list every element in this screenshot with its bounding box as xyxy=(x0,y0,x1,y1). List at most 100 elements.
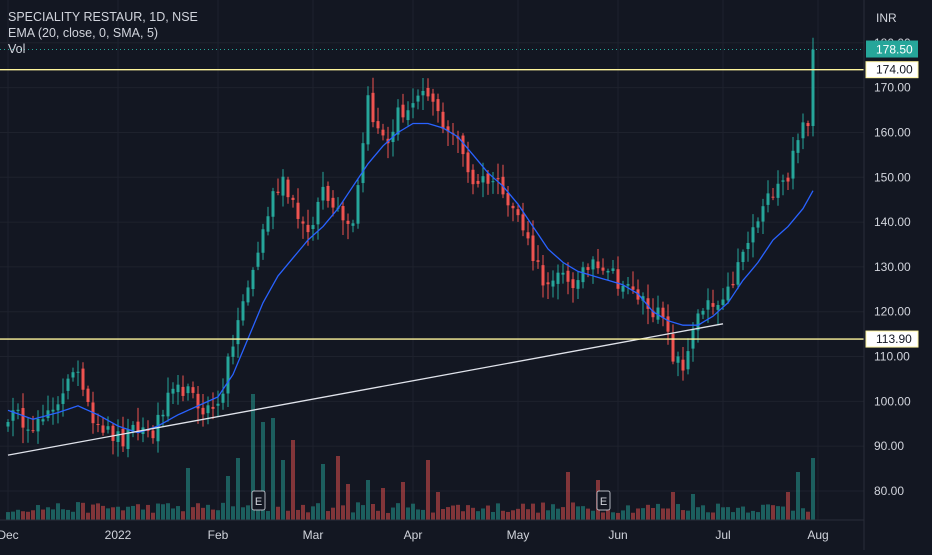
hline-price-tag-label: 113.90 xyxy=(876,332,912,346)
candle-body xyxy=(726,286,730,301)
volume-bar xyxy=(131,505,135,520)
candle-body xyxy=(696,313,700,331)
candle xyxy=(641,292,645,315)
candle-body xyxy=(216,403,220,406)
volume-bar xyxy=(176,506,180,520)
volume-bar xyxy=(536,512,540,520)
candle xyxy=(581,261,585,289)
volume-bar xyxy=(116,506,120,520)
candle-body xyxy=(316,201,320,225)
candle xyxy=(551,270,555,298)
volume-bar xyxy=(191,507,195,520)
volume-bar xyxy=(411,503,415,520)
candle-body xyxy=(541,265,545,286)
candle-body xyxy=(126,429,130,449)
volume-bar xyxy=(531,503,535,520)
candle-body xyxy=(611,268,615,271)
candle xyxy=(546,272,550,299)
candle-body xyxy=(551,280,555,287)
candle-body xyxy=(646,298,650,309)
price-tick-label: 120.00 xyxy=(874,305,911,319)
candle xyxy=(401,93,405,123)
candle-body xyxy=(176,384,180,393)
volume-bar xyxy=(316,503,320,520)
candle-body xyxy=(621,285,625,292)
volume-bars xyxy=(6,394,815,520)
candle xyxy=(231,334,235,365)
candle-body xyxy=(351,223,355,226)
volume-bar xyxy=(361,505,365,520)
price-tick-label: 150.00 xyxy=(874,170,911,184)
candle xyxy=(571,272,575,303)
candle xyxy=(46,395,50,422)
candle-body xyxy=(146,429,150,432)
volume-bar xyxy=(431,512,435,520)
candle xyxy=(791,137,795,190)
candle xyxy=(86,385,90,407)
candle xyxy=(281,169,285,207)
candle xyxy=(476,173,480,188)
candle-body xyxy=(441,111,445,129)
candle xyxy=(16,403,20,420)
volume-bar xyxy=(466,505,470,520)
hline-price-tag-box xyxy=(865,330,919,348)
candle-body xyxy=(471,169,475,185)
candle xyxy=(11,397,15,437)
candle xyxy=(766,180,770,213)
candle-body xyxy=(591,259,595,270)
candle xyxy=(651,298,655,323)
candle xyxy=(461,133,465,167)
volume-bar xyxy=(631,512,635,520)
candle xyxy=(691,322,695,362)
candle xyxy=(576,271,580,299)
candle-body xyxy=(321,186,325,201)
candle xyxy=(166,377,170,422)
candle xyxy=(71,367,75,382)
volume-bar xyxy=(711,512,715,520)
candle-body xyxy=(186,386,190,394)
volume-bar xyxy=(581,506,585,520)
ema-indicator-label[interactable]: EMA (20, close, 0, SMA, 5) xyxy=(8,26,159,40)
candle-body xyxy=(511,205,515,209)
candle-body xyxy=(626,284,630,286)
volume-bar xyxy=(741,506,745,520)
candle xyxy=(486,170,490,195)
volume-bar xyxy=(71,511,75,520)
candle-body xyxy=(536,260,540,262)
volume-bar xyxy=(456,504,460,520)
volume-bar xyxy=(276,506,280,520)
candle xyxy=(626,277,630,295)
candle-body xyxy=(276,191,280,193)
candle-body xyxy=(116,431,120,443)
candle-body xyxy=(656,307,660,320)
candle-body xyxy=(56,404,60,411)
candle xyxy=(26,417,30,443)
candle-body xyxy=(266,216,270,232)
candle xyxy=(491,171,495,194)
volume-bar xyxy=(201,507,205,520)
candle xyxy=(726,272,730,304)
price-tick-label: 90.00 xyxy=(874,439,904,453)
candle-body xyxy=(461,135,465,155)
candle xyxy=(381,123,385,141)
volume-bar xyxy=(221,502,225,520)
candles xyxy=(6,37,815,458)
volume-bar xyxy=(121,510,125,520)
candle-body xyxy=(676,356,680,363)
volume-bar xyxy=(796,472,800,520)
candle xyxy=(136,407,140,441)
volume-bar xyxy=(186,468,190,520)
candle xyxy=(686,338,690,375)
volume-bar xyxy=(31,510,35,520)
candle xyxy=(656,295,660,324)
volume-indicator-label[interactable]: Vol xyxy=(8,42,26,56)
symbol-title[interactable]: SPECIALITY RESTAUR, 1D, NSE xyxy=(8,10,198,24)
candle xyxy=(786,172,790,190)
volume-bar xyxy=(321,464,325,520)
volume-bar xyxy=(681,510,685,520)
candle xyxy=(221,378,225,410)
candle-body xyxy=(41,419,45,422)
candle xyxy=(431,88,435,116)
candle xyxy=(41,404,45,426)
